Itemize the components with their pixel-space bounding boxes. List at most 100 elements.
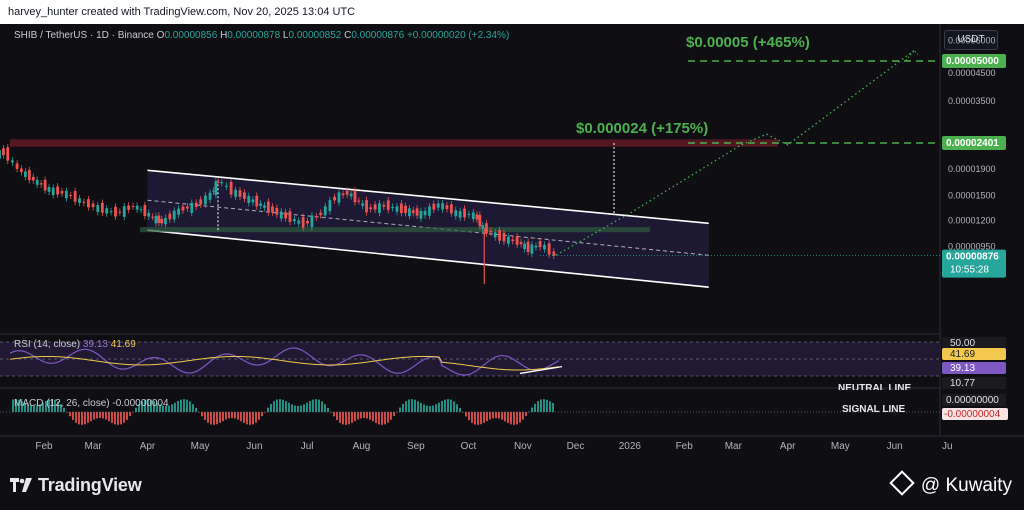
watermark: @ Kuwaity	[889, 470, 1012, 497]
candle-body	[208, 192, 212, 200]
macd-hist-bar	[66, 412, 68, 413]
macd-hist-bar	[222, 412, 224, 422]
candle-body	[310, 215, 314, 228]
rsi-ma-line	[9, 355, 560, 371]
macd-hist-bar	[126, 412, 128, 420]
macd-hist-bar	[339, 412, 341, 423]
x-tick-label: Feb	[35, 441, 53, 452]
candle-body	[56, 186, 59, 195]
macd-hist-bar	[474, 412, 476, 425]
macd-hist-bar	[303, 404, 305, 412]
candle-body	[151, 216, 154, 218]
macd-hist-bar	[198, 412, 200, 413]
symbol-name[interactable]: SHIB / TetherUS · 1D · Binance	[14, 30, 154, 41]
price-label-countdown: 10:55:28	[950, 265, 989, 276]
rsi-scale-bg	[942, 377, 1006, 389]
macd-hist-bar	[213, 412, 215, 425]
macd-hist-bar	[414, 399, 416, 412]
candle-body	[27, 170, 31, 181]
macd-hist-bar	[528, 411, 530, 413]
macd-hist-bar	[87, 412, 89, 423]
candle-body	[481, 225, 485, 229]
candle-body	[2, 148, 5, 156]
candle-body	[0, 150, 1, 159]
price-chart[interactable]: $0.00005 (+465%) $0.000024 (+175%) 0.00006…	[0, 24, 1024, 460]
macd-hist-bar	[183, 399, 185, 412]
close-value: 0.00000876	[351, 30, 405, 41]
candle-body	[35, 179, 39, 185]
macd-hist-bar	[426, 405, 428, 412]
macd-hist-bar	[237, 412, 239, 420]
macd-hist-bar	[465, 412, 467, 417]
macd-hist-bar	[348, 412, 350, 425]
symbol-ohlc-legend[interactable]: SHIB / TetherUS · 1D · Binance O0.000008…	[14, 30, 509, 41]
macd-legend[interactable]: MACD (12, 26, close) -0.00000004	[14, 398, 169, 409]
macd-hist-bar	[468, 412, 470, 421]
candle-body	[502, 232, 506, 242]
macd-hist-bar	[432, 405, 434, 412]
candle-body	[216, 181, 220, 183]
candle-body	[534, 245, 538, 248]
macd-hist-bar	[84, 412, 86, 425]
rsi-legend[interactable]: RSI (14, close) 39.13 41.69	[14, 339, 136, 350]
macd-hist-bar	[408, 399, 410, 412]
macd-hist-bar	[168, 405, 170, 412]
macd-scale-zero: 0.00000000	[946, 395, 999, 406]
candle-body	[238, 190, 242, 197]
candle-body	[395, 206, 399, 212]
macd-hist-bar	[105, 412, 107, 420]
macd-hist-bar	[492, 412, 494, 419]
macd-hist-bar	[162, 405, 164, 412]
macd-hist-bar	[318, 399, 320, 412]
macd-hist-bar	[153, 401, 155, 412]
rsi-scale-bg	[942, 337, 1006, 349]
chart-svg[interactable]: $0.00005 (+465%) $0.000024 (+175%) 0.00006…	[0, 24, 1024, 460]
macd-hist-bar	[285, 401, 287, 412]
candle-body	[11, 160, 14, 163]
candle-body	[177, 208, 181, 215]
macd-hist-bar	[114, 412, 116, 425]
macd-hist-bar	[180, 399, 182, 412]
candle-body	[271, 206, 274, 213]
x-tick-label: Mar	[725, 441, 743, 452]
currency-button[interactable]: USDT	[944, 30, 998, 50]
candle-body	[319, 212, 323, 216]
macd-hist-bar	[159, 404, 161, 412]
price-label-target-high: 0.00005000	[946, 56, 999, 67]
candle-body	[498, 230, 502, 241]
macd-hist-bar	[63, 407, 65, 412]
macd-hist-bar	[381, 412, 383, 425]
macd-hist-bar	[279, 399, 281, 412]
macd-hist-bar	[141, 401, 143, 412]
candle-body	[212, 190, 215, 192]
macd-value: -0.00000004	[112, 398, 169, 409]
tradingview-logo[interactable]: TradingView	[10, 475, 142, 496]
x-tick-label: Feb	[676, 441, 694, 452]
candle-body	[478, 214, 482, 227]
macd-hist-bar	[390, 412, 392, 420]
y-tick-label: 0.00000950	[948, 242, 996, 252]
macd-hist-bar	[24, 402, 26, 412]
macd-hist-bar	[195, 407, 197, 412]
candle-body	[51, 187, 55, 196]
low-value: 0.00000852	[288, 30, 342, 41]
y-tick-label: 0.00003500	[948, 96, 996, 106]
diamond-icon	[889, 470, 915, 496]
macd-hist-bar	[462, 412, 464, 413]
candle-body	[382, 204, 386, 207]
candle-body	[415, 208, 419, 216]
macd-hist-bar	[171, 404, 173, 412]
candle-body	[266, 201, 270, 213]
candle-body	[458, 211, 462, 218]
macd-hist-bar	[243, 412, 245, 424]
macd-hist-bar	[531, 407, 533, 412]
macd-hist-bar	[495, 412, 497, 419]
macd-hist-bar	[270, 403, 272, 412]
macd-hist-bar	[507, 412, 509, 424]
candle-body	[181, 206, 185, 211]
macd-hist-bar	[399, 407, 401, 412]
x-tick-label: Jul	[301, 441, 314, 452]
candle-body	[69, 195, 73, 197]
watermark-text: @ Kuwaity	[920, 475, 1012, 496]
macd-hist-bar	[423, 404, 425, 412]
